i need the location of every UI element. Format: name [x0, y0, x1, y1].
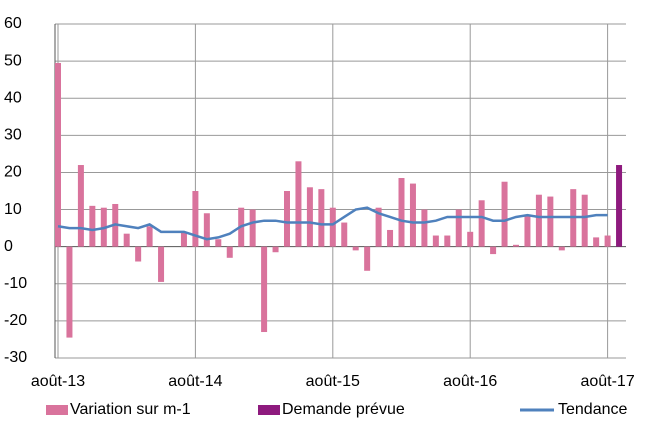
bar: [478, 200, 485, 247]
bar: [593, 237, 600, 247]
legend-label: Variation sur m-1: [70, 401, 191, 418]
y-tick-label: 50: [4, 52, 22, 69]
bar: [490, 246, 497, 255]
bar: [409, 183, 416, 247]
bar: [306, 187, 313, 247]
bar: [329, 207, 336, 247]
y-tick-label: -10: [4, 275, 27, 292]
bar: [226, 246, 233, 258]
bar: [387, 229, 394, 247]
trend-line: [57, 206, 608, 241]
bar: [55, 62, 61, 247]
bar: [375, 207, 382, 247]
bar: [318, 189, 325, 247]
x-tick-label: août-14: [168, 373, 222, 390]
y-tick-label: 60: [4, 15, 22, 32]
legend-swatch: [46, 405, 68, 415]
y-tick-label: -30: [4, 349, 27, 366]
bar: [364, 246, 371, 271]
bar: [616, 165, 623, 247]
bar: [604, 235, 611, 247]
legend-swatch: [258, 405, 280, 415]
bar: [421, 209, 428, 247]
bar: [192, 191, 199, 247]
legend-label: Demande prévue: [282, 401, 405, 418]
bar: [272, 246, 279, 253]
bar: [501, 181, 508, 247]
y-tick-label: 10: [4, 201, 22, 218]
bar: [295, 161, 302, 247]
y-tick-label: 30: [4, 127, 22, 144]
bar: [261, 246, 268, 333]
bar: [432, 235, 439, 247]
bar: [215, 239, 222, 247]
bar: [398, 178, 405, 247]
y-tick-label: 20: [4, 164, 22, 181]
bar: [180, 231, 187, 247]
bar: [249, 209, 256, 247]
bar: [89, 205, 96, 247]
x-tick-label: août-15: [306, 373, 360, 390]
y-tick-label: 0: [4, 238, 13, 255]
bar: [146, 226, 153, 247]
bar: [444, 235, 451, 247]
bar: [535, 194, 542, 247]
bar: [455, 209, 462, 247]
legend-label: Tendance: [558, 401, 627, 418]
bar: [547, 196, 554, 247]
bar: [513, 244, 519, 247]
bar: [66, 246, 73, 338]
y-tick-label: 40: [4, 89, 22, 106]
bar: [581, 194, 588, 247]
bar: [524, 215, 531, 247]
bar: [123, 233, 130, 247]
bar: [352, 246, 359, 251]
x-tick-label: août-17: [580, 373, 634, 390]
bar: [158, 246, 165, 282]
bar: [467, 231, 474, 247]
bar: [135, 246, 142, 262]
bar: [77, 165, 84, 247]
bar: [203, 213, 210, 247]
x-tick-label: août-16: [443, 373, 497, 390]
bar: [284, 191, 290, 247]
y-tick-label: -20: [4, 312, 27, 329]
bar: [558, 246, 565, 251]
x-tick-label: août-13: [31, 373, 85, 390]
bar: [341, 222, 348, 247]
